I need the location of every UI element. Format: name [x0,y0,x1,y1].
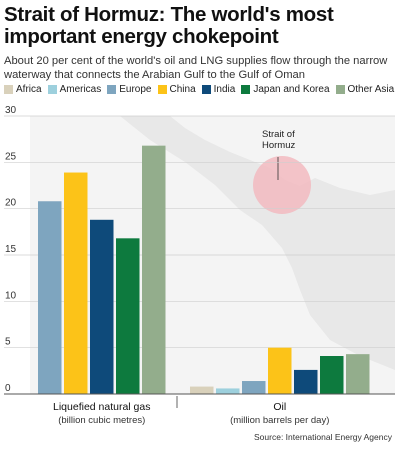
legend-label: Americas [59,84,102,95]
bar [320,356,344,394]
grid-lines: 0 5 10 15 20 25 30 [4,105,395,395]
group-unit-label: (million barrels per day) [230,415,329,426]
chart-legend: Africa Americas Europe China India Japan and … [4,84,398,95]
legend-label: Africa [16,84,42,95]
x-axis-labels: Liquefied natural gas (billion cubic metr… [4,393,395,426]
bar [268,347,292,394]
y-tick-label: 0 [5,383,11,394]
legend-swatch [47,85,57,94]
chart-title: Strait of Hormuz: The world's most impor… [4,3,334,48]
y-tick-label: 5 [5,337,11,348]
group-unit-label: (billion cubic metres) [58,415,145,426]
strait-highlight-circle [253,156,311,214]
chart-plot-area: Strait of Hormuz 0 5 10 15 20 25 30 Liquefied n… [4,105,395,426]
legend-swatch [157,85,167,94]
y-tick-label: 25 [5,151,17,162]
bar [294,369,318,394]
bar [38,201,62,394]
strait-annotation-label: Strait of Hormuz [262,129,296,151]
legend-item: Japan and Korea [241,84,330,95]
source-note: Source: International Energy Agency [254,432,392,442]
legend-swatch [335,85,345,94]
bar [242,381,266,394]
legend-item: China [157,84,196,95]
legend-label: India [213,84,236,95]
bars [38,145,370,394]
legend-label: Other Asia [347,84,395,95]
legend-swatch [107,85,117,94]
group-label: Oil [273,401,286,413]
group-label: Liquefied natural gas [53,401,151,413]
legend-item: India [201,84,236,95]
chart-subtitle: About 20 per cent of the world's oil and… [4,55,388,81]
bar [116,238,140,394]
bar [142,145,166,394]
legend-swatch [201,85,211,94]
bar [216,388,240,394]
bar [90,219,114,394]
legend-label: China [169,84,196,95]
bar [346,354,370,394]
y-tick-label: 10 [5,290,17,301]
bar [190,386,214,394]
y-tick-label: 20 [5,198,17,209]
y-tick-label: 15 [5,244,17,255]
legend-item: Americas [47,84,102,95]
bar [64,172,88,394]
legend-swatch [4,85,13,94]
legend-item: Africa [4,84,42,95]
legend-item: Europe [107,84,152,95]
legend-label: Europe [119,84,152,95]
y-tick-label: 30 [5,105,17,116]
legend-swatch [241,85,251,94]
legend-item: Other Asia [335,84,395,95]
legend-label: Japan and Korea [253,84,330,95]
map-land-north [170,116,395,195]
